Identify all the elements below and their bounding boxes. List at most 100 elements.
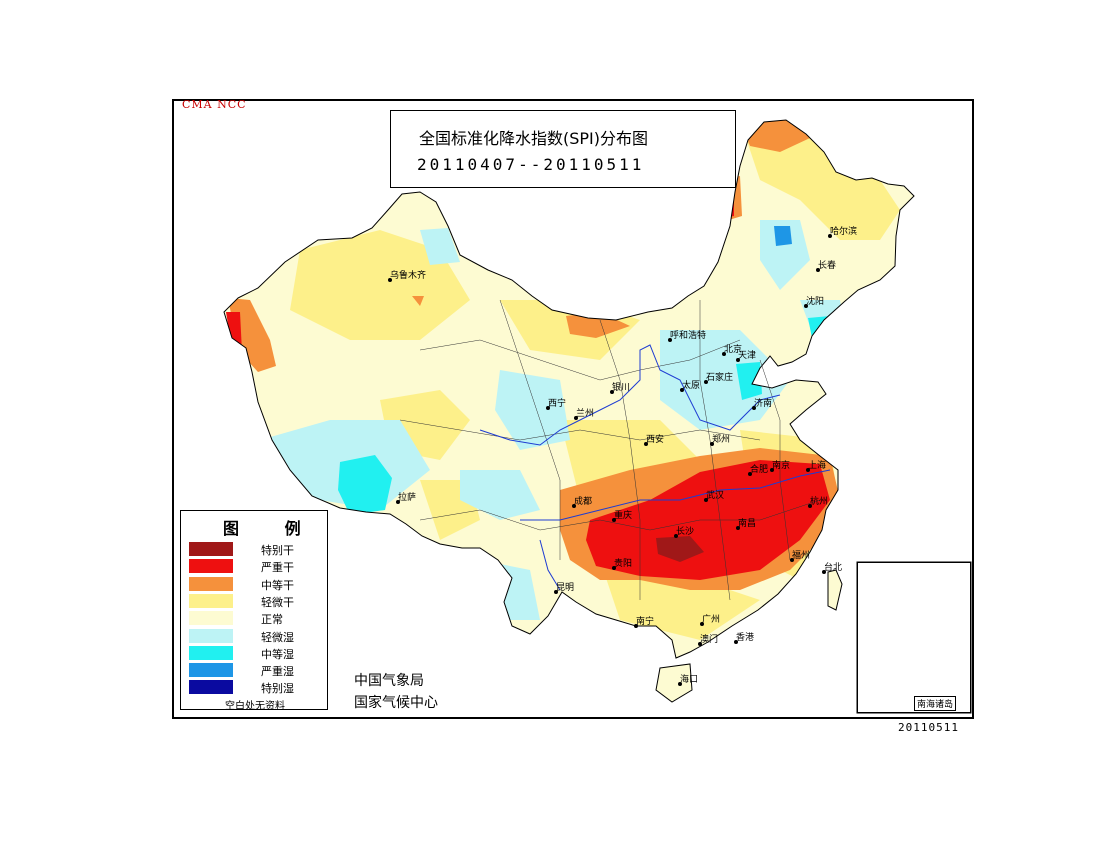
center-name: 国家气候中心	[354, 695, 438, 711]
legend-item: 中等干	[189, 576, 323, 593]
city-label: 呼和浩特	[670, 331, 707, 341]
city-label: 杭州	[810, 497, 829, 507]
city-dot	[554, 590, 558, 594]
legend-item: 特别干	[189, 541, 323, 558]
city-dot	[678, 682, 682, 686]
credit-text: CMA NCC	[182, 98, 247, 111]
city-label: 福州	[792, 551, 811, 561]
city-dot	[804, 304, 808, 308]
legend-label: 特别湿	[261, 682, 294, 696]
city-dot	[680, 388, 684, 392]
city-dot	[822, 570, 826, 574]
city-dot	[396, 500, 400, 504]
map-frame	[172, 99, 974, 719]
city-dot	[816, 268, 820, 272]
city-dot	[700, 622, 704, 626]
city-dot	[736, 526, 740, 530]
footer-date: 20110511	[898, 721, 959, 734]
city-label: 北京	[724, 345, 743, 355]
legend-label: 严重湿	[261, 665, 294, 679]
city-label: 郑州	[712, 435, 731, 445]
date-range: 20110407--20110511	[417, 155, 645, 174]
legend-item: 正常	[189, 610, 323, 627]
city-dot	[674, 534, 678, 538]
city-dot	[808, 504, 812, 508]
legend-label: 中等干	[261, 578, 294, 592]
city-dot	[610, 390, 614, 394]
city-dot	[612, 566, 616, 570]
city-dot	[790, 558, 794, 562]
city-dot	[736, 358, 740, 362]
legend: 图 例 特别干 严重干 中等干 轻微干 正常 轻微湿 中等湿 严重湿 特别湿 空白处无资料	[180, 510, 328, 712]
city-dot	[752, 406, 756, 410]
city-label: 拉萨	[398, 493, 417, 503]
legend-swatch	[189, 542, 233, 556]
city-dot	[574, 416, 578, 420]
legend-item: 轻微干	[189, 593, 323, 610]
city-label: 哈尔滨	[830, 227, 858, 237]
legend-swatch	[189, 576, 233, 591]
city-label: 南宁	[636, 617, 655, 627]
legend-swatch	[189, 680, 233, 695]
city-label: 济南	[754, 399, 773, 409]
south-china-sea-inset: 南海诸岛	[857, 562, 971, 713]
city-dot	[710, 442, 714, 446]
city-label: 西宁	[548, 399, 567, 409]
city-label: 成都	[574, 497, 593, 507]
legend-item: 轻微湿	[189, 628, 323, 645]
legend-label: 正常	[261, 613, 283, 627]
title-box: 全国标准化降水指数(SPI)分布图 20110407--20110511	[390, 110, 736, 188]
legend-swatch	[189, 628, 233, 643]
legend-label: 轻微湿	[261, 630, 294, 644]
city-label: 重庆	[614, 511, 633, 521]
city-label: 石家庄	[706, 373, 734, 383]
legend-swatch	[189, 559, 233, 574]
legend-label: 中等湿	[261, 647, 294, 661]
legend-label: 特别干	[261, 544, 294, 557]
city-dot	[388, 278, 392, 282]
city-label: 乌鲁木齐	[390, 271, 427, 281]
city-dot	[612, 518, 616, 522]
city-label: 贵阳	[614, 559, 633, 569]
city-label: 澳门	[700, 635, 719, 645]
city-dot	[734, 640, 738, 644]
legend-label: 轻微干	[261, 595, 294, 609]
legend-label: 严重干	[261, 561, 294, 575]
city-label: 西安	[646, 435, 665, 445]
city-label: 海口	[680, 675, 699, 685]
city-dot	[806, 468, 810, 472]
legend-item: 特别湿	[189, 679, 323, 696]
city-dot	[668, 338, 672, 342]
city-dot	[704, 498, 708, 502]
legend-swatch	[189, 645, 233, 660]
legend-swatch	[189, 663, 233, 678]
city-dot	[572, 504, 576, 508]
legend-swatch	[189, 593, 233, 608]
city-label: 台北	[824, 563, 843, 573]
city-label: 合肥	[750, 465, 769, 475]
inset-label: 南海诸岛	[914, 696, 957, 711]
city-dot	[770, 468, 774, 472]
city-label: 长春	[818, 261, 837, 271]
agency-name: 中国气象局	[354, 673, 424, 689]
city-label: 天津	[738, 351, 757, 361]
city-label: 南京	[772, 461, 791, 471]
legend-note: 空白处无资料	[225, 701, 285, 712]
city-label: 沈阳	[806, 297, 825, 307]
city-dot	[704, 380, 708, 384]
city-dot	[634, 624, 638, 628]
city-label: 南昌	[738, 519, 757, 529]
city-label: 兰州	[576, 409, 595, 419]
city-label: 广州	[702, 615, 721, 625]
legend-item: 中等湿	[189, 645, 323, 662]
map-title: 全国标准化降水指数(SPI)分布图	[419, 129, 649, 148]
city-label: 香港	[736, 633, 755, 643]
city-dot	[722, 352, 726, 356]
city-label: 银川	[612, 383, 631, 393]
legend-item: 严重湿	[189, 662, 323, 679]
city-label: 太原	[682, 381, 701, 391]
city-dot	[748, 472, 752, 476]
city-label: 上海	[808, 461, 827, 471]
city-dot	[546, 406, 550, 410]
city-dot	[698, 642, 702, 646]
